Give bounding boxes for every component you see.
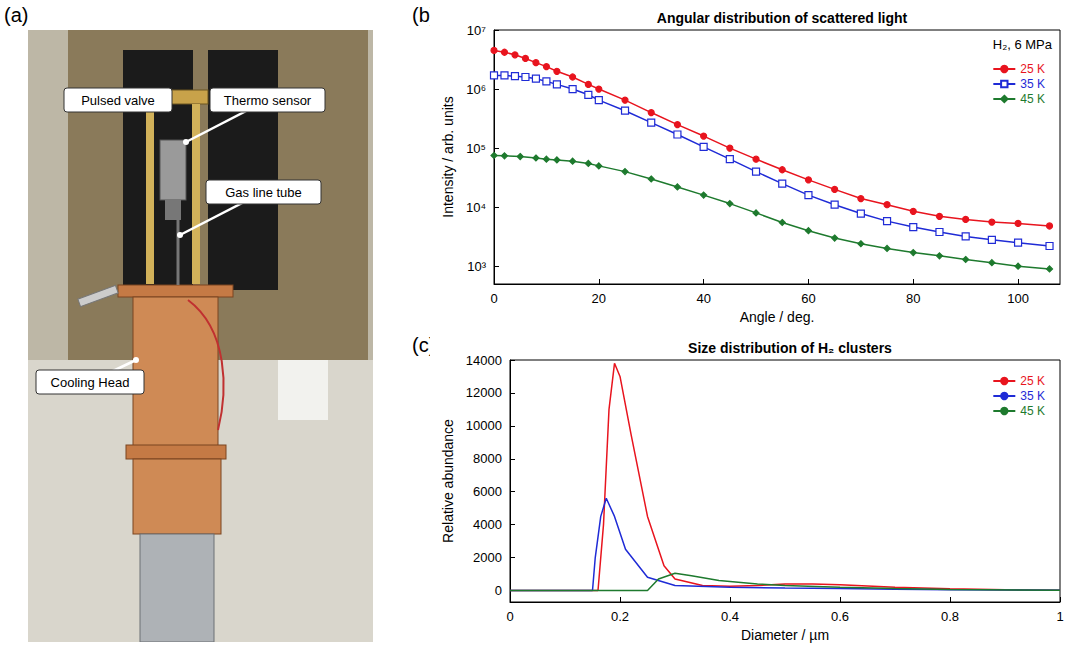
svg-text:100: 100 [1007,291,1029,306]
svg-text:45 K: 45 K [1020,92,1045,106]
svg-text:10⁵: 10⁵ [466,141,486,156]
svg-text:Cooling Head: Cooling Head [51,375,130,390]
svg-text:Relative abundance: Relative abundance [440,419,456,543]
svg-text:10⁷: 10⁷ [467,23,486,38]
svg-text:0.6: 0.6 [831,609,849,624]
svg-text:0: 0 [490,291,497,306]
svg-text:0.4: 0.4 [721,609,739,624]
svg-text:10⁴: 10⁴ [466,200,486,215]
svg-text:25 K: 25 K [1020,374,1045,388]
svg-text:0: 0 [506,609,513,624]
svg-text:6000: 6000 [473,484,502,499]
svg-text:Diameter / µm: Diameter / µm [741,627,829,643]
html-text:(c): (c) [412,334,436,356]
svg-text:Thermo sensor: Thermo sensor [224,93,312,108]
svg-text:Angular distribution of scatte: Angular distribution of scattered light [657,10,908,26]
svg-text:40: 40 [696,291,710,306]
html-text:(a): (a) [4,4,29,26]
svg-text:80: 80 [906,291,920,306]
svg-text:10³: 10³ [467,259,486,274]
svg-text:0.8: 0.8 [941,609,959,624]
html-text:(b): (b) [412,4,437,26]
svg-text:Intensity / arb. units: Intensity / arb. units [440,96,456,217]
svg-text:8000: 8000 [473,451,502,466]
svg-text:4000: 4000 [473,517,502,532]
svg-text:Gas line tube: Gas line tube [225,185,302,200]
svg-text:Pulsed valve: Pulsed valve [81,93,155,108]
svg-text:Size distribution of H₂ cluste: Size distribution of H₂ clusters [688,340,892,356]
svg-text:H₂, 6 MPa: H₂, 6 MPa [993,37,1053,52]
svg-text:10000: 10000 [466,418,502,433]
svg-text:25 K: 25 K [1020,62,1045,76]
svg-text:1: 1 [1056,609,1063,624]
svg-text:45 K: 45 K [1020,404,1045,418]
svg-text:60: 60 [801,291,815,306]
svg-text:Angle / deg.: Angle / deg. [740,309,815,325]
svg-text:10⁶: 10⁶ [466,82,486,97]
svg-text:14000: 14000 [466,353,502,368]
svg-text:0.2: 0.2 [611,609,629,624]
svg-text:35 K: 35 K [1020,389,1045,403]
svg-text:35 K: 35 K [1020,77,1045,91]
svg-text:0: 0 [495,583,502,598]
svg-text:20: 20 [592,291,606,306]
svg-text:12000: 12000 [466,385,502,400]
svg-text:2000: 2000 [473,550,502,565]
